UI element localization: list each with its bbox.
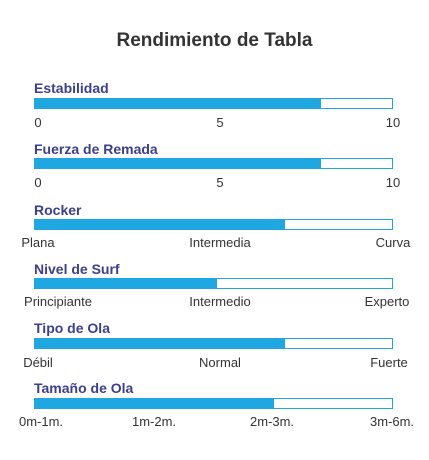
tick-label: Fuerte bbox=[370, 355, 408, 370]
metric-label-tipo-de-ola: Tipo de Ola bbox=[34, 320, 110, 336]
tick-label: Curva bbox=[375, 235, 411, 250]
metric-label-estabilidad: Estabilidad bbox=[34, 80, 109, 96]
metric-track-fuerza-de-remada bbox=[34, 158, 393, 169]
metric-track-estabilidad bbox=[34, 98, 393, 109]
metric-track-rocker bbox=[34, 219, 393, 230]
tick-label: 2m-3m. bbox=[249, 414, 295, 429]
tick-label: Experto bbox=[364, 294, 410, 309]
metric-track-tipo-de-ola bbox=[34, 338, 393, 349]
tick-label: 0 bbox=[34, 175, 42, 190]
tick-label: 1m-2m. bbox=[131, 414, 177, 429]
metric-track-nivel-de-surf bbox=[34, 278, 393, 289]
metric-fill-rocker bbox=[35, 220, 285, 229]
tick-label: Intermedia bbox=[189, 235, 251, 250]
metric-label-nivel-de-surf: Nivel de Surf bbox=[34, 261, 120, 277]
metric-fill-estabilidad bbox=[35, 99, 321, 108]
tick-label: 5 bbox=[216, 175, 224, 190]
tick-label: Normal bbox=[199, 355, 241, 370]
metric-label-rocker: Rocker bbox=[34, 202, 82, 218]
tick-label: 3m-6m. bbox=[369, 414, 415, 429]
tick-label: Débil bbox=[23, 355, 53, 370]
tick-label: 10 bbox=[385, 175, 401, 190]
tick-label: Plana bbox=[21, 235, 55, 250]
tick-label: Intermedio bbox=[189, 294, 251, 309]
tick-label: 0m-1m. bbox=[18, 414, 64, 429]
metric-fill-tamano-de-ola bbox=[35, 399, 275, 408]
metric-fill-fuerza-de-remada bbox=[35, 159, 321, 168]
metric-label-tamano-de-ola: Tamaño de Ola bbox=[34, 380, 134, 396]
tick-label: 10 bbox=[385, 115, 401, 130]
tick-label: 5 bbox=[216, 115, 224, 130]
metric-fill-tipo-de-ola bbox=[35, 339, 285, 348]
metric-track-tamano-de-ola bbox=[34, 398, 393, 409]
tick-label: Principiante bbox=[24, 294, 92, 309]
chart-title: Rendimiento de Tabla bbox=[116, 30, 313, 51]
tick-label: 0 bbox=[34, 115, 42, 130]
metric-fill-nivel-de-surf bbox=[35, 279, 218, 288]
metric-label-fuerza-de-remada: Fuerza de Remada bbox=[34, 141, 158, 157]
